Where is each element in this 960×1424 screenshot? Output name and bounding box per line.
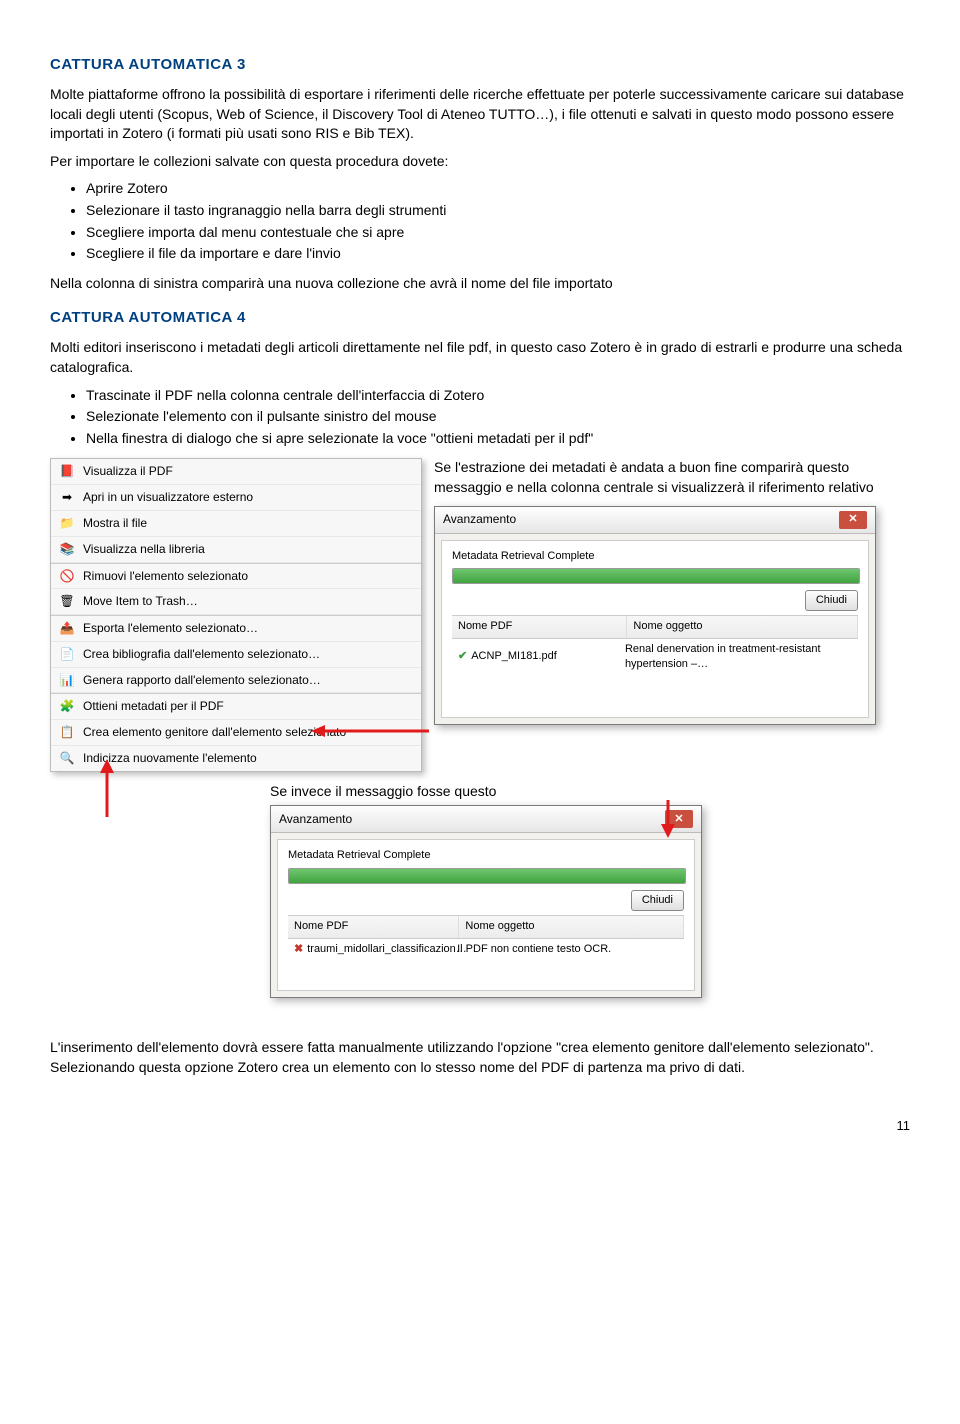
list-item: Trascinate il PDF nella colonna centrale… xyxy=(86,386,910,406)
bullet-list: Aprire ZoteroSelezionare il tasto ingran… xyxy=(70,179,910,263)
progress-dialog: Avanzamento ✕ Metadata Retrieval Complet… xyxy=(270,805,702,998)
context-menu-item[interactable]: 📁 Mostra il file xyxy=(51,511,421,537)
check-icon: ✔ xyxy=(458,649,467,664)
context-menu-label: Move Item to Trash… xyxy=(83,593,198,610)
paragraph: Nella colonna di sinistra comparirà una … xyxy=(50,274,910,294)
progress-bar xyxy=(452,568,860,584)
context-menu-item[interactable]: 📄 Crea bibliografia dall'elemento selezio… xyxy=(51,642,421,668)
cell: Il PDF non contiene testo OCR. xyxy=(457,942,678,957)
context-menu-label: Rimuovi l'elemento selezionato xyxy=(83,568,248,585)
close-icon[interactable]: ✕ xyxy=(839,511,867,529)
report-icon: 📊 xyxy=(59,672,75,688)
context-menu-item[interactable]: 🔍 Indicizza nuovamente l'elemento xyxy=(51,746,421,771)
context-menu-item[interactable]: 📕 Visualizza il PDF xyxy=(51,459,421,485)
context-menu-label: Esporta l'elemento selezionato… xyxy=(83,620,258,637)
ext-icon: ➡ xyxy=(59,490,75,506)
context-menu-label: Visualizza il PDF xyxy=(83,463,173,480)
bullet-list: Trascinate il PDF nella colonna centrale… xyxy=(70,386,910,449)
progress-dialog: Avanzamento ✕ Metadata Retrieval Complet… xyxy=(434,506,876,726)
biblio-icon: 📄 xyxy=(59,646,75,662)
cross-icon: ✖ xyxy=(294,942,303,957)
context-menu-item[interactable]: 🧩 Ottieni metadati per il PDF xyxy=(51,693,421,720)
paragraph: Se invece il messaggio fosse questo xyxy=(270,782,910,802)
list-item: Selezionare il tasto ingranaggio nella b… xyxy=(86,201,910,221)
context-menu-label: Crea bibliografia dall'elemento selezion… xyxy=(83,646,320,663)
cell: ACNP_MI181.pdf xyxy=(471,649,621,664)
column-header: Nome oggetto xyxy=(627,616,858,637)
context-menu-label: Ottieni metadati per il PDF xyxy=(83,698,224,715)
meta-icon: 🧩 xyxy=(59,699,75,715)
context-menu-item[interactable]: 📊 Genera rapporto dall'elemento seleziona… xyxy=(51,668,421,694)
heading-cattura-3: CATTURA AUTOMATICA 3 xyxy=(50,54,910,75)
context-menu-item[interactable]: 📚 Visualizza nella libreria xyxy=(51,537,421,563)
context-menu-label: Crea elemento genitore dall'elemento sel… xyxy=(83,724,346,741)
trash-icon: 🗑 xyxy=(59,594,75,610)
column-header: Nome PDF xyxy=(288,916,459,937)
close-button[interactable]: Chiudi xyxy=(631,890,684,911)
del-icon: 🚫 xyxy=(59,568,75,584)
context-menu-item[interactable]: 🗑 Move Item to Trash… xyxy=(51,589,421,615)
progress-bar xyxy=(288,868,686,884)
context-menu-item[interactable]: 🚫 Rimuovi l'elemento selezionato xyxy=(51,563,421,590)
export-icon: 📤 xyxy=(59,620,75,636)
dialog-title: Avanzamento xyxy=(279,811,352,828)
paragraph: Molti editori inseriscono i metadati deg… xyxy=(50,338,910,377)
parent-icon: 📋 xyxy=(59,725,75,741)
status-text: Metadata Retrieval Complete xyxy=(288,848,430,863)
context-menu-label: Visualizza nella libreria xyxy=(83,541,205,558)
list-item: Nella finestra di dialogo che si apre se… xyxy=(86,429,910,449)
heading-cattura-4: CATTURA AUTOMATICA 4 xyxy=(50,307,910,328)
dialog-title: Avanzamento xyxy=(443,511,516,528)
context-menu-item[interactable]: 📋 Crea elemento genitore dall'elemento se… xyxy=(51,720,421,746)
column-header: Nome oggetto xyxy=(459,916,684,937)
list-item: Selezionate l'elemento con il pulsante s… xyxy=(86,407,910,427)
paragraph: Per importare le collezioni salvate con … xyxy=(50,152,910,172)
page-number: 11 xyxy=(50,1117,910,1135)
paragraph: Se l'estrazione dei metadati è andata a … xyxy=(434,458,910,497)
index-icon: 🔍 xyxy=(59,750,75,766)
pdf-icon: 📕 xyxy=(59,464,75,480)
close-icon[interactable]: ✕ xyxy=(665,810,693,828)
context-menu-item[interactable]: 📤 Esporta l'elemento selezionato… xyxy=(51,615,421,642)
paragraph: L'inserimento dell'elemento dovrà essere… xyxy=(50,1038,910,1077)
list-item: Scegliere il file da importare e dare l'… xyxy=(86,244,910,264)
context-menu-label: Mostra il file xyxy=(83,515,147,532)
close-button[interactable]: Chiudi xyxy=(805,590,858,611)
lib-icon: 📚 xyxy=(59,541,75,557)
cell: traumi_midollari_classificazion… xyxy=(307,942,453,957)
context-menu-label: Indicizza nuovamente l'elemento xyxy=(83,750,257,767)
list-item: Scegliere importa dal menu contestuale c… xyxy=(86,223,910,243)
status-text: Metadata Retrieval Complete xyxy=(452,549,594,564)
folder-icon: 📁 xyxy=(59,515,75,531)
list-item: Aprire Zotero xyxy=(86,179,910,199)
context-menu: 📕 Visualizza il PDF ➡ Apri in un visualizza… xyxy=(50,458,422,772)
column-header: Nome PDF xyxy=(452,616,627,637)
context-menu-label: Apri in un visualizzatore esterno xyxy=(83,489,253,506)
cell: Renal denervation in treatment-resistant… xyxy=(625,642,852,673)
context-menu-item[interactable]: ➡ Apri in un visualizzatore esterno xyxy=(51,485,421,511)
paragraph: Molte piattaforme offrono la possibilità… xyxy=(50,85,910,144)
context-menu-label: Genera rapporto dall'elemento selezionat… xyxy=(83,672,321,689)
